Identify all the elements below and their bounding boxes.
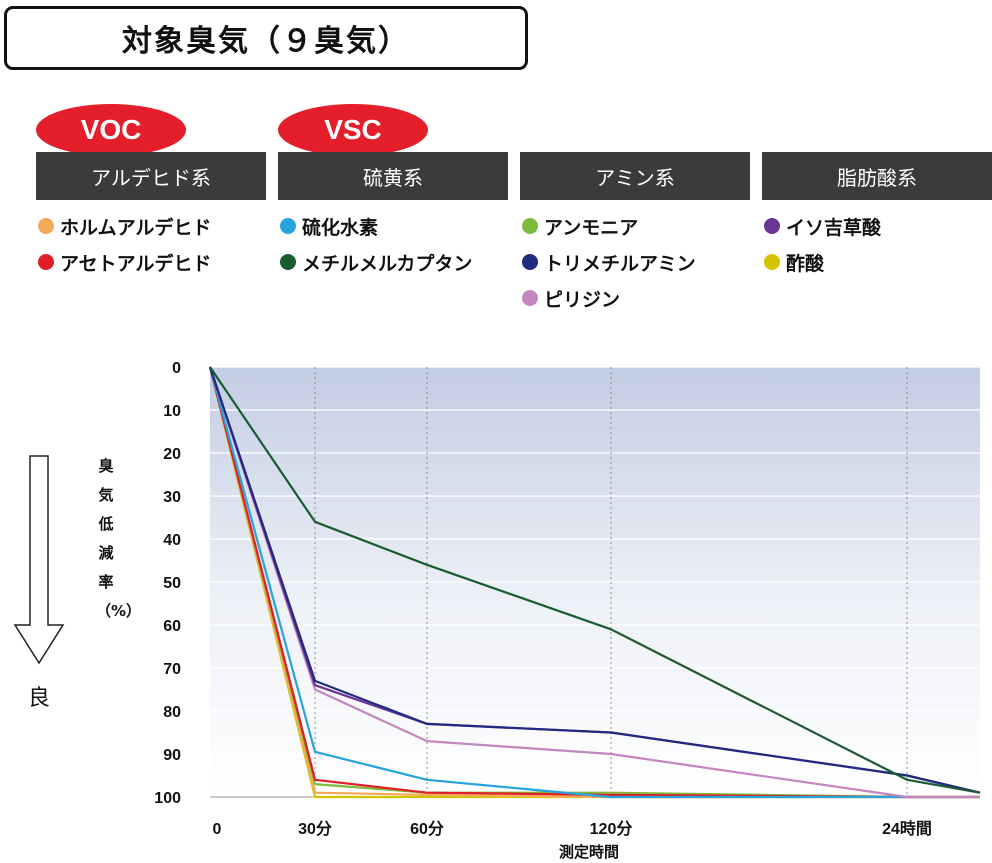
legend-item-pyridine: ピリジン <box>520 280 750 316</box>
legend-label: 酢酸 <box>786 252 825 275</box>
y-tick-label: 0 <box>172 360 181 377</box>
page-title: 対象臭気（９臭気） <box>122 24 410 59</box>
legend-dot <box>522 254 538 270</box>
y-tick-label: 20 <box>163 446 181 463</box>
x-tick-label: 120分 <box>590 820 633 838</box>
legend-label: ピリジン <box>544 288 621 311</box>
series-line <box>209 366 981 794</box>
x-tick-label: 0 <box>213 821 222 838</box>
x-tick-label: 60分 <box>410 820 444 838</box>
arrow-label: 良 <box>28 686 51 711</box>
legend-label: アンモニア <box>544 216 639 239</box>
legend-item-isovaleric-acid: イソ吉草酸 <box>762 208 992 244</box>
down-arrow-icon <box>13 455 65 665</box>
legend-item-formaldehyde: ホルムアルデヒド <box>36 208 266 244</box>
group-header: 脂肪酸系 <box>762 152 992 200</box>
legend-label: ホルムアルデヒド <box>60 216 212 239</box>
group-header: アルデヒド系 <box>36 152 266 200</box>
legend-dot <box>280 254 296 270</box>
legend-label: 硫化水素 <box>302 216 379 239</box>
legend-item-hydrogen-sulfide: 硫化水素 <box>278 208 508 244</box>
group-header: 硫黄系 <box>278 152 508 200</box>
legend-dot <box>764 254 780 270</box>
title-box: 対象臭気（９臭気） <box>4 6 528 70</box>
y-tick-label: 10 <box>163 403 181 420</box>
group-header: アミン系 <box>520 152 750 200</box>
legend-label: トリメチルアミン <box>544 252 696 275</box>
x-axis-label: 測定時間 <box>559 843 619 861</box>
y-tick-label: 100 <box>154 790 181 807</box>
voc-badge: VOC <box>36 104 186 156</box>
y-tick-label: 30 <box>163 489 181 506</box>
legend-item-ammonia: アンモニア <box>520 208 750 244</box>
group-fatty-acid: 脂肪酸系 イソ吉草酸 酢酸 <box>762 152 992 280</box>
legend-dot <box>280 218 296 234</box>
group-aldehyde: アルデヒド系 ホルムアルデヒド アセトアルデヒド <box>36 152 266 280</box>
legend-label: メチルメルカプタン <box>302 252 473 275</box>
legend-dot <box>522 290 538 306</box>
group-amine: アミン系 アンモニア トリメチルアミン ピリジン <box>520 152 750 316</box>
legend-item-acetic-acid: 酢酸 <box>762 244 992 280</box>
legend-dot <box>522 218 538 234</box>
y-tick-label: 90 <box>163 747 181 764</box>
y-tick-label: 50 <box>163 575 181 592</box>
legend-label: イソ吉草酸 <box>786 216 882 239</box>
y-tick-label: 40 <box>163 532 181 549</box>
legend-dot <box>38 254 54 270</box>
legend-label: アセトアルデヒド <box>60 252 212 275</box>
legend-item-trimethylamine: トリメチルアミン <box>520 244 750 280</box>
legend-dot <box>38 218 54 234</box>
y-tick-label: 80 <box>163 704 181 721</box>
y-axis-label: 臭気低減率（%） <box>96 457 142 620</box>
series-line <box>208 366 981 794</box>
legend-item-methyl-mercaptan: メチルメルカプタン <box>278 244 508 280</box>
y-tick-label: 70 <box>163 661 181 678</box>
group-sulfur: 硫黄系 硫化水素 メチルメルカプタン <box>278 152 508 280</box>
series-line <box>208 366 980 799</box>
x-tick-label: 30分 <box>298 820 332 838</box>
legend-item-acetaldehyde: アセトアルデヒド <box>36 244 266 280</box>
x-tick-label: 24時間 <box>882 819 932 838</box>
vsc-badge: VSC <box>278 104 428 156</box>
legend-dot <box>764 218 780 234</box>
y-tick-label: 60 <box>163 618 181 635</box>
